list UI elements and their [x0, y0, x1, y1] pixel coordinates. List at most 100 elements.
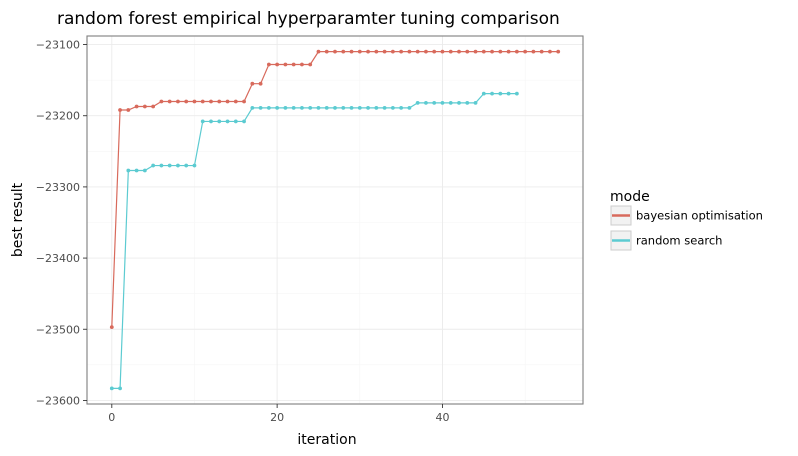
data-point-random-search [266, 105, 271, 110]
data-point-bayesian-optimisation [126, 108, 131, 112]
data-point-bayesian-optimisation [300, 62, 304, 67]
data-point-bayesian-optimisation [349, 49, 354, 54]
data-point-bayesian-optimisation [465, 49, 470, 54]
data-point-random-search [142, 168, 147, 173]
minor-grid [87, 36, 583, 404]
series-random-search [109, 91, 519, 391]
data-point-random-search [209, 119, 213, 124]
data-point-random-search [506, 91, 511, 96]
data-point-bayesian-optimisation [399, 49, 404, 54]
data-point-bayesian-optimisation [225, 99, 230, 104]
data-point-bayesian-optimisation [548, 49, 552, 54]
data-point-random-search [308, 105, 313, 110]
data-point-bayesian-optimisation [217, 99, 222, 104]
plot-panel [86, 35, 584, 405]
data-point-random-search [357, 105, 362, 110]
data-point-bayesian-optimisation [242, 99, 246, 104]
data-point-random-search [440, 101, 445, 105]
legend-item-random-search: random search [610, 230, 722, 251]
series-bayesian-optimisation [109, 49, 561, 330]
major-grid [87, 36, 583, 404]
y-tick-label: −23100 [36, 39, 80, 52]
data-point-random-search [200, 119, 205, 124]
data-point-random-search [250, 105, 255, 110]
data-point-random-search [374, 105, 379, 110]
data-point-bayesian-optimisation [266, 62, 271, 67]
data-point-random-search [333, 105, 337, 110]
data-point-bayesian-optimisation [283, 62, 288, 67]
data-point-bayesian-optimisation [473, 49, 478, 54]
data-point-bayesian-optimisation [109, 325, 114, 330]
data-point-random-search [134, 168, 139, 173]
x-tick-label: 20 [270, 411, 284, 424]
data-point-random-search [233, 119, 238, 124]
data-point-bayesian-optimisation [374, 49, 379, 54]
data-point-random-search [324, 105, 329, 110]
data-point-random-search [407, 105, 412, 110]
plot-border [86, 35, 584, 405]
data-point-random-search [415, 101, 420, 105]
series-layer [109, 49, 561, 391]
data-point-bayesian-optimisation [448, 49, 453, 54]
data-point-bayesian-optimisation [531, 49, 536, 54]
data-point-bayesian-optimisation [324, 49, 329, 54]
data-point-random-search [349, 105, 354, 110]
data-point-bayesian-optimisation [316, 49, 321, 54]
data-point-random-search [176, 163, 180, 168]
data-point-bayesian-optimisation [432, 49, 437, 54]
legend-title: mode [610, 189, 650, 205]
data-point-random-search [366, 105, 370, 110]
data-point-bayesian-optimisation [366, 49, 370, 54]
data-point-random-search [151, 163, 156, 168]
chart-title: random forest empirical hyperparamter tu… [57, 9, 560, 29]
data-point-random-search [258, 105, 263, 110]
data-point-bayesian-optimisation [498, 49, 503, 54]
data-point-random-search [283, 105, 288, 110]
data-point-random-search [457, 101, 461, 105]
data-point-random-search [291, 105, 296, 110]
data-point-random-search [465, 101, 470, 105]
data-point-bayesian-optimisation [291, 62, 296, 67]
data-point-bayesian-optimisation [390, 49, 395, 54]
data-point-bayesian-optimisation [159, 99, 164, 104]
data-point-random-search [217, 119, 222, 124]
data-point-random-search [242, 119, 246, 124]
data-point-random-search [432, 101, 437, 105]
legend-item-bayesian-optimisation: bayesian optimisation [610, 205, 763, 226]
data-point-bayesian-optimisation [457, 49, 461, 54]
data-point-random-search [473, 101, 478, 105]
data-point-bayesian-optimisation [233, 99, 238, 104]
y-tick-label: −23300 [36, 181, 80, 194]
data-point-bayesian-optimisation [176, 99, 180, 104]
data-point-bayesian-optimisation [192, 99, 197, 104]
data-point-random-search [316, 105, 321, 110]
data-point-random-search [498, 91, 503, 96]
y-axis-title: best result [10, 182, 26, 257]
data-point-bayesian-optimisation [184, 99, 189, 104]
data-point-random-search [225, 119, 230, 124]
data-point-bayesian-optimisation [341, 49, 346, 54]
data-point-random-search [192, 163, 197, 168]
y-tick-label: −23600 [36, 394, 80, 407]
legend-label: bayesian optimisation [636, 209, 763, 223]
data-point-random-search [159, 163, 164, 168]
data-point-bayesian-optimisation [275, 62, 280, 67]
data-point-bayesian-optimisation [407, 49, 412, 54]
y-tick-label: −23200 [36, 110, 80, 123]
data-point-random-search [167, 163, 172, 168]
data-point-bayesian-optimisation [357, 49, 362, 54]
data-point-random-search [390, 105, 395, 110]
legend: mode bayesian optimisation random search [610, 189, 763, 251]
data-point-random-search [184, 163, 189, 168]
data-point-random-search [382, 105, 387, 110]
data-point-random-search [275, 105, 280, 110]
data-point-bayesian-optimisation [440, 49, 445, 54]
data-point-bayesian-optimisation [506, 49, 511, 54]
data-point-bayesian-optimisation [151, 104, 156, 109]
data-point-random-search [341, 105, 346, 110]
data-point-bayesian-optimisation [490, 49, 494, 54]
y-axis: −23600 −23500 −23400 −23300 −23200 −23100 [36, 39, 87, 407]
legend-items: bayesian optimisation random search [610, 205, 763, 251]
x-axis-title: iteration [297, 432, 356, 448]
